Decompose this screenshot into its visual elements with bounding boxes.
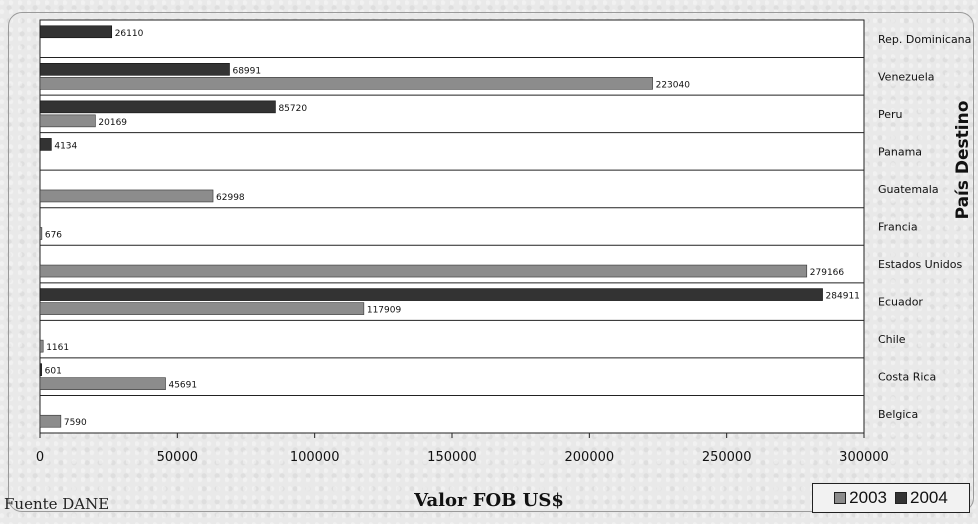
bar-2004	[39, 63, 230, 76]
bar-2004	[39, 100, 276, 114]
legend-item-2003: 2003	[834, 488, 887, 508]
x-tick-label: 50000	[157, 450, 198, 465]
category-label: Chile	[878, 333, 906, 346]
category-label: Guatemala	[878, 183, 939, 196]
data-label-2003: 223040	[656, 80, 691, 90]
data-label-2004: 284911	[826, 292, 860, 302]
x-tick-label: 200000	[565, 450, 615, 465]
data-label-2003: 676	[45, 231, 62, 241]
y-axis-title: País Destino	[953, 101, 973, 220]
data-label-2003: 45691	[168, 381, 197, 391]
category-label: Venezuela	[878, 70, 935, 83]
bar-2003	[39, 227, 43, 240]
data-label-2003: 1161	[46, 343, 69, 353]
bar-2003	[39, 414, 62, 428]
data-label-2004: 68991	[232, 66, 261, 76]
x-tick-label: 100000	[290, 450, 340, 465]
source-note: Fuente DANE	[4, 495, 110, 513]
bar-2004	[39, 288, 823, 301]
bar-2003	[39, 264, 808, 278]
category-label: Peru	[878, 108, 903, 121]
bar-2003	[39, 339, 44, 353]
bar-2003	[39, 377, 166, 390]
data-label-2004: 85720	[278, 104, 307, 114]
category-label: Panama	[878, 145, 922, 158]
category-label: Estados Unidos	[878, 258, 962, 271]
x-tick-label: 150000	[427, 450, 477, 465]
bar-2003	[39, 302, 365, 315]
bar-2004	[39, 138, 52, 151]
bar-2003	[39, 189, 214, 203]
x-tick-label: 0	[36, 450, 44, 465]
category-label: Ecuador	[878, 296, 923, 309]
legend: 2003 2004	[812, 483, 970, 513]
data-label-2003: 279166	[810, 268, 845, 278]
data-label-2004: 4134	[54, 141, 77, 151]
bar-2004	[39, 363, 42, 376]
data-label-2003: 20169	[98, 118, 127, 128]
legend-swatch-2003	[834, 492, 847, 504]
x-tick-label: 250000	[702, 450, 752, 465]
legend-item-2004: 2004	[895, 488, 948, 508]
data-label-2003: 7590	[64, 418, 87, 428]
legend-label-2003: 2003	[849, 488, 887, 507]
category-label: Rep. Dominicana	[878, 33, 971, 46]
legend-label-2004: 2004	[910, 488, 948, 507]
category-label: Francia	[878, 221, 918, 234]
data-label-2004: 26110	[115, 29, 144, 39]
legend-swatch-2004	[895, 492, 907, 504]
category-label: Costa Rica	[878, 371, 936, 384]
data-label-2004: 601	[45, 367, 62, 377]
data-label-2003: 62998	[216, 193, 245, 203]
bar-2004	[39, 25, 113, 39]
x-tick-label: 300000	[839, 450, 889, 465]
bar-2003	[39, 77, 653, 90]
category-label: Belgica	[878, 408, 918, 421]
data-label-2003: 117909	[367, 306, 402, 316]
bar-2003	[39, 114, 96, 128]
